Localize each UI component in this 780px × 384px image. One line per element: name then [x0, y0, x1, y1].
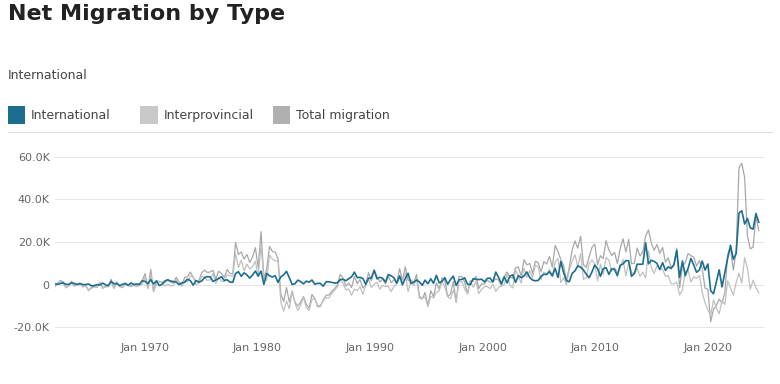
Text: Total migration: Total migration: [296, 109, 390, 122]
Text: Interprovincial: Interprovincial: [164, 109, 254, 122]
Text: Net Migration by Type: Net Migration by Type: [8, 4, 285, 24]
Text: International: International: [8, 69, 87, 82]
Text: International: International: [31, 109, 111, 122]
